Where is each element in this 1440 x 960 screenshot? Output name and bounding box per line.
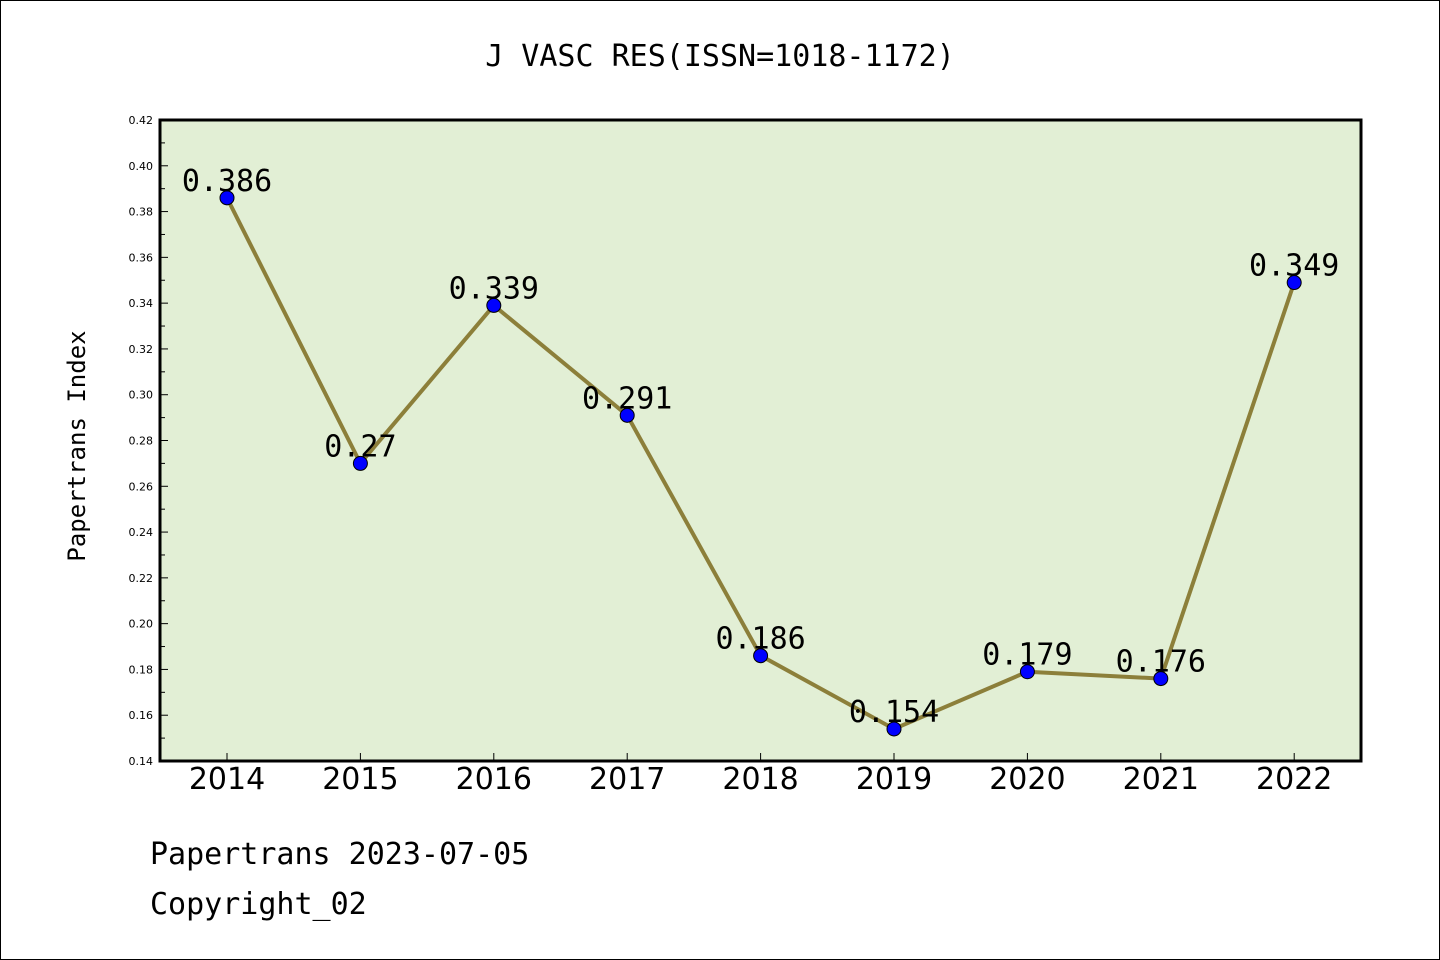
x-tick-label: 2020 — [989, 762, 1065, 797]
x-tick-label: 2016 — [456, 762, 532, 797]
y-tick-label: 0.16 — [129, 709, 154, 722]
series-line — [219, 190, 1302, 737]
y-tick-label: 0.24 — [129, 526, 154, 539]
y-tick-label: 0.38 — [129, 206, 154, 219]
chart-title: J VASC RES(ISSN=1018-1172) — [485, 39, 955, 74]
y-tick-label: 0.22 — [129, 572, 154, 585]
data-label: 0.154 — [849, 695, 939, 730]
y-tick-label: 0.20 — [129, 618, 154, 631]
data-point — [1153, 671, 1169, 687]
data-label: 0.386 — [182, 164, 272, 199]
data-labels: 0.386 0.27 0.339 0.291 0.186 0.154 0.179 0.176 0… — [182, 164, 1340, 730]
data-point — [1019, 664, 1035, 680]
x-tick-label: 2017 — [589, 762, 665, 797]
x-tick-label: 2014 — [189, 762, 265, 797]
data-point — [1286, 275, 1302, 291]
data-label: 0.291 — [582, 381, 672, 416]
data-label: 0.176 — [1116, 645, 1206, 680]
y-tick-label: 0.26 — [129, 480, 154, 493]
x-tick-label: 2018 — [722, 762, 798, 797]
y-tick-label: 0.36 — [129, 251, 154, 264]
y-tick-label: 0.42 — [129, 114, 154, 127]
x-axis: 2014 2015 2016 2017 2018 2019 2020 2021 2022 — [189, 753, 1332, 797]
data-point — [753, 648, 769, 664]
data-label: 0.27 — [324, 429, 396, 464]
y-tick-label: 0.28 — [129, 435, 154, 448]
data-label: 0.349 — [1249, 249, 1339, 284]
footer-date: Papertrans 2023-07-05 — [150, 837, 529, 872]
x-tick-label: 2019 — [856, 762, 932, 797]
footer-copyright: Copyright_02 — [150, 887, 367, 922]
x-tick-label: 2015 — [322, 762, 398, 797]
data-label: 0.186 — [715, 622, 805, 657]
data-label: 0.339 — [449, 271, 539, 306]
y-axis: 0.14 0.16 0.18 0.20 0.22 0.24 0.26 0.28 0.30 0.32… — [129, 114, 168, 768]
data-label: 0.179 — [982, 638, 1072, 673]
data-point — [352, 455, 368, 471]
y-tick-label: 0.18 — [129, 663, 154, 676]
x-tick-label: 2021 — [1123, 762, 1199, 797]
y-tick-label: 0.32 — [129, 343, 154, 356]
x-tick-label: 2022 — [1256, 762, 1332, 797]
data-point — [886, 721, 902, 737]
y-tick-label: 0.14 — [129, 755, 154, 768]
y-tick-label: 0.40 — [129, 160, 154, 173]
data-point — [219, 190, 235, 206]
data-point — [486, 297, 502, 313]
y-tick-label: 0.34 — [129, 297, 154, 310]
y-tick-label: 0.30 — [129, 389, 154, 402]
plot-border — [158, 118, 1363, 763]
data-point — [619, 407, 635, 423]
y-axis-label: Papertrans Index — [63, 330, 91, 561]
